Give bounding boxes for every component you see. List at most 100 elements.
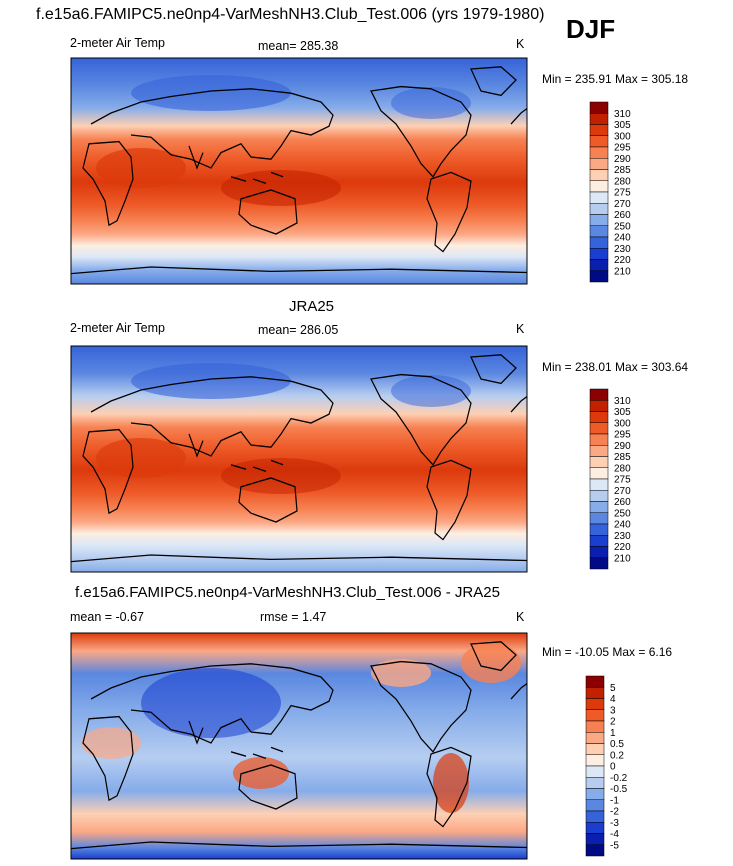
colorbar-tick-label: 280 (614, 463, 631, 474)
colorbar-box (589, 113, 609, 125)
panel1-variable-label: 2-meter Air Temp (70, 36, 165, 50)
colorbar-box (585, 788, 605, 800)
colorbar-tick-label: 280 (614, 176, 631, 187)
colorbar-box (589, 146, 609, 159)
colorbar-tick-label: -2 (610, 807, 619, 818)
colorbar-tick-label: 210 (614, 553, 631, 564)
colorbar-tick-label: 310 (614, 396, 631, 407)
figure-title: f.e15a6.FAMIPC5.ne0np4-VarMeshNH3.Club_T… (36, 6, 545, 23)
panel3-title: f.e15a6.FAMIPC5.ne0np4-VarMeshNH3.Club_T… (75, 584, 500, 601)
colorbar-box (589, 523, 609, 536)
colorbar-box (589, 478, 609, 491)
colorbar-tick-label: 240 (614, 233, 631, 244)
colorbar-tick-label: -0.2 (610, 773, 628, 784)
colorbar-box (589, 546, 609, 558)
colorbar-box (589, 388, 609, 401)
colorbar-box (589, 101, 609, 114)
colorbar-box (585, 822, 605, 834)
colorbar-box (589, 501, 609, 513)
colorbar-tick-label: 310 (614, 109, 631, 120)
panel2-map (70, 345, 528, 573)
panel1-colorbar: 3103053002952902852802752702602502402302… (589, 101, 631, 283)
colorbar-tick-label: 5 (610, 683, 616, 694)
colorbar-tick-label: 285 (614, 165, 631, 176)
colorbar-tick-label: 220 (614, 542, 631, 553)
panel2-title: JRA25 (289, 298, 335, 315)
panel2-mean-label: mean= 286.05 (258, 323, 339, 337)
colorbar-box (589, 124, 609, 136)
colorbar-box (589, 456, 609, 468)
colorbar-box (585, 698, 605, 710)
colorbar-box (589, 158, 609, 170)
colorbar-tick-label: 305 (614, 120, 631, 131)
colorbar-box (585, 810, 605, 823)
colorbar-tick-label: 240 (614, 520, 631, 531)
panel2-variable-label: 2-meter Air Temp (70, 321, 165, 335)
colorbar-tick-label: 270 (614, 199, 631, 210)
colorbar-tick-label: 295 (614, 430, 631, 441)
colorbar-tick-label: 2 (610, 717, 616, 728)
colorbar-box (589, 236, 609, 249)
colorbar-box (589, 135, 609, 148)
colorbar-box (585, 754, 605, 767)
colorbar-tick-label: 275 (614, 475, 631, 486)
colorbar-box (589, 248, 609, 260)
colorbar-box (589, 445, 609, 457)
colorbar-tick-label: 4 (610, 694, 616, 705)
colorbar-tick-label: 290 (614, 154, 631, 165)
colorbar-tick-label: 260 (614, 210, 631, 221)
colorbar-box (585, 833, 605, 845)
colorbar-tick-label: 0 (610, 762, 616, 773)
colorbar-tick-label: 3 (610, 705, 616, 716)
colorbar-tick-label: -5 (610, 840, 619, 851)
colorbar-box (589, 512, 609, 525)
colorbar-tick-label: 250 (614, 508, 631, 519)
panel2-minmax: Min = 238.01 Max = 303.64 (542, 360, 689, 374)
colorbar-box (589, 169, 609, 181)
colorbar-tick-label: 285 (614, 452, 631, 463)
colorbar-box (585, 675, 605, 688)
colorbar-tick-label: 275 (614, 188, 631, 199)
colorbar-tick-label: 300 (614, 131, 631, 142)
colorbar-tick-label: 1 (610, 728, 616, 739)
panel2-colorbar: 3103053002952902852802752702602502402302… (589, 388, 631, 570)
colorbar-box (589, 433, 609, 446)
colorbar-tick-label: -4 (610, 829, 619, 840)
colorbar-tick-label: 0.5 (610, 739, 624, 750)
colorbar-tick-label: -0.5 (610, 784, 628, 795)
colorbar-box (589, 490, 609, 502)
colorbar-box (589, 225, 609, 238)
colorbar-box (589, 557, 609, 570)
colorbar-box (589, 411, 609, 423)
colorbar-tick-label: 290 (614, 441, 631, 452)
colorbar-box (585, 743, 605, 755)
panel3-minmax: Min = -10.05 Max = 6.16 (542, 645, 673, 659)
colorbar-tick-label: 0.2 (610, 750, 624, 761)
colorbar-box (585, 777, 605, 789)
colorbar-box (585, 799, 605, 812)
panel3-mean-label: mean = -0.67 (70, 610, 145, 624)
panel2-units-label: K (516, 322, 525, 336)
panel1-minmax: Min = 235.91 Max = 305.18 (542, 72, 689, 86)
colorbar-box (589, 422, 609, 435)
panel1-units-label: K (516, 37, 525, 51)
colorbar-box (585, 844, 605, 857)
colorbar-tick-label: -1 (610, 795, 619, 806)
colorbar-tick-label: 270 (614, 486, 631, 497)
colorbar-box (589, 270, 609, 283)
colorbar-tick-label: -3 (610, 818, 619, 829)
colorbar-box (589, 259, 609, 271)
panel1-mean-label: mean= 285.38 (258, 39, 339, 53)
colorbar-tick-label: 230 (614, 531, 631, 542)
colorbar-box (585, 709, 605, 722)
colorbar-tick-label: 305 (614, 407, 631, 418)
panel3-rmse-label: rmse = 1.47 (260, 610, 327, 624)
panel3-units-label: K (516, 610, 525, 624)
season-label: DJF (566, 14, 616, 44)
colorbar-box (585, 687, 605, 699)
colorbar-tick-label: 210 (614, 266, 631, 277)
colorbar-box (589, 203, 609, 215)
